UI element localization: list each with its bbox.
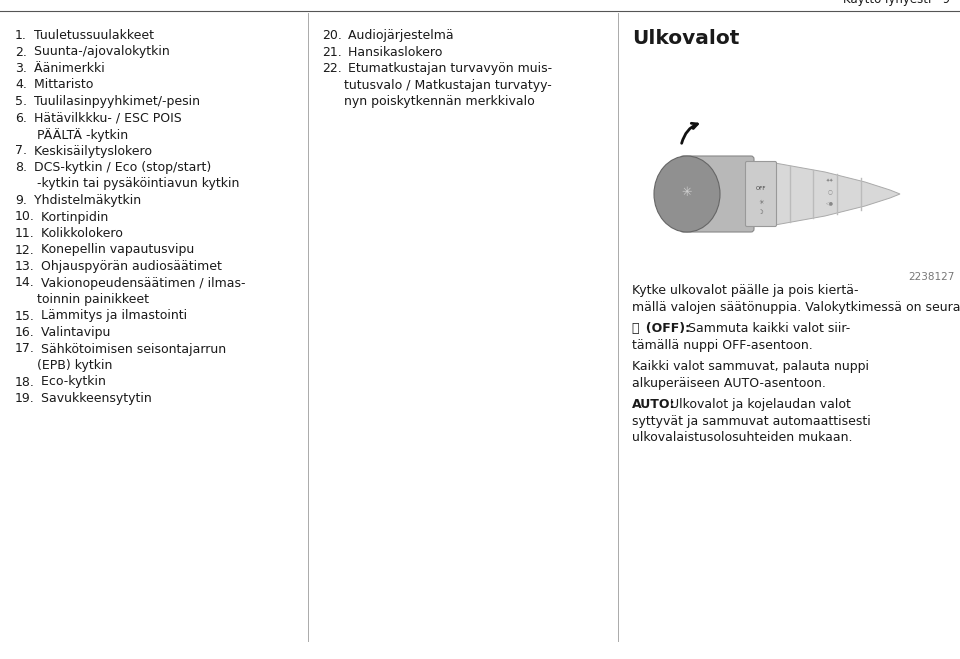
Text: 11.: 11. xyxy=(15,227,35,240)
Text: Mittaristo: Mittaristo xyxy=(31,78,94,92)
Text: PÄÄLTÄ -kytkin: PÄÄLTÄ -kytkin xyxy=(37,128,128,142)
Text: 6.: 6. xyxy=(15,111,27,125)
Text: ☽: ☽ xyxy=(758,210,764,215)
Text: ⏻ (OFF):: ⏻ (OFF): xyxy=(632,322,690,335)
Text: 15.: 15. xyxy=(15,310,35,322)
Text: Kytke ulkovalot päälle ja pois kiertä-: Kytke ulkovalot päälle ja pois kiertä- xyxy=(632,284,858,297)
Text: 5.: 5. xyxy=(15,95,27,108)
FancyBboxPatch shape xyxy=(680,156,754,232)
Text: nyn poiskytkennän merkkivalo: nyn poiskytkennän merkkivalo xyxy=(344,95,535,108)
Text: 8.: 8. xyxy=(15,161,27,174)
Text: 13.: 13. xyxy=(15,260,35,273)
Text: DCS-kytkin / Eco (stop/start): DCS-kytkin / Eco (stop/start) xyxy=(31,161,211,174)
Text: 22.: 22. xyxy=(322,62,342,75)
Text: ☼: ☼ xyxy=(758,200,764,204)
Text: tämällä nuppi OFF-asentoon.: tämällä nuppi OFF-asentoon. xyxy=(632,339,813,351)
Text: Hätävilkkku- / ESC POIS: Hätävilkkku- / ESC POIS xyxy=(31,111,182,125)
Text: Sammuta kaikki valot siir-: Sammuta kaikki valot siir- xyxy=(684,322,851,335)
Text: Savukkeensytytin: Savukkeensytytin xyxy=(36,392,152,405)
Text: syttyvät ja sammuvat automaattisesti: syttyvät ja sammuvat automaattisesti xyxy=(632,415,871,428)
Text: alkuperäiseen AUTO-asentoon.: alkuperäiseen AUTO-asentoon. xyxy=(632,376,826,389)
Text: 10.: 10. xyxy=(15,210,35,223)
Text: Kortinpidin: Kortinpidin xyxy=(36,210,108,223)
Text: 3.: 3. xyxy=(15,62,27,75)
Text: Äänimerkki: Äänimerkki xyxy=(31,62,106,75)
Text: ✦✦: ✦✦ xyxy=(826,179,834,183)
Ellipse shape xyxy=(654,156,720,232)
Text: Konepellin vapautusvipu: Konepellin vapautusvipu xyxy=(36,243,194,256)
Text: Tuuletussuulakkeet: Tuuletussuulakkeet xyxy=(31,29,155,42)
Text: ulkovalaistusolosuhteiden mukaan.: ulkovalaistusolosuhteiden mukaan. xyxy=(632,431,852,444)
Text: 7.: 7. xyxy=(15,144,27,158)
Text: mällä valojen säätönuppia. Valokytkimessä on seuraavat neljä asentoa:: mällä valojen säätönuppia. Valokytkimess… xyxy=(632,301,960,314)
FancyBboxPatch shape xyxy=(746,161,777,227)
Text: Tuulilasinpyyhkimet/-pesin: Tuulilasinpyyhkimet/-pesin xyxy=(31,95,201,108)
Text: Käyttö lyhyesti   9: Käyttö lyhyesti 9 xyxy=(843,0,950,6)
Text: toinnin painikkeet: toinnin painikkeet xyxy=(37,293,149,306)
Text: 14.: 14. xyxy=(15,277,35,289)
Text: Ulkovalot ja kojelaudan valot: Ulkovalot ja kojelaudan valot xyxy=(666,398,851,411)
Text: ○: ○ xyxy=(828,190,832,194)
Text: 12.: 12. xyxy=(15,243,35,256)
Text: 17.: 17. xyxy=(15,343,35,355)
Text: OFF: OFF xyxy=(756,186,766,192)
Text: 18.: 18. xyxy=(15,376,35,389)
Text: 1.: 1. xyxy=(15,29,27,42)
Polygon shape xyxy=(775,163,900,225)
Text: Yhdistelmäkytkin: Yhdistelmäkytkin xyxy=(31,194,141,207)
Text: 21.: 21. xyxy=(322,45,342,59)
Text: 9.: 9. xyxy=(15,194,27,207)
Text: 2.: 2. xyxy=(15,45,27,59)
Text: Ulkovalot: Ulkovalot xyxy=(632,29,739,48)
Text: Vakionopeudensäätimen / ilmas-: Vakionopeudensäätimen / ilmas- xyxy=(36,277,245,289)
Text: Valintavipu: Valintavipu xyxy=(36,326,110,339)
Text: 2238127: 2238127 xyxy=(908,272,955,282)
Text: ✳: ✳ xyxy=(682,185,692,198)
Text: Hansikaslokero: Hansikaslokero xyxy=(344,45,442,59)
Text: Sähkötoimisen seisontajarrun: Sähkötoimisen seisontajarrun xyxy=(36,343,226,355)
Text: Kolikkolokero: Kolikkolokero xyxy=(36,227,123,240)
Text: -kytkin tai pysäköintiavun kytkin: -kytkin tai pysäköintiavun kytkin xyxy=(37,177,239,190)
Text: ◁●: ◁● xyxy=(826,202,834,206)
Text: (EPB) kytkin: (EPB) kytkin xyxy=(37,359,112,372)
Text: tutusvalo / Matkustajan turvatyy-: tutusvalo / Matkustajan turvatyy- xyxy=(344,78,552,92)
Text: 4.: 4. xyxy=(15,78,27,92)
Text: Eco-kytkin: Eco-kytkin xyxy=(36,376,106,389)
Text: AUTO:: AUTO: xyxy=(632,398,676,411)
Text: Keskisäilytyslokero: Keskisäilytyslokero xyxy=(31,144,153,158)
Text: Etumatkustajan turvavyön muis-: Etumatkustajan turvavyön muis- xyxy=(344,62,552,75)
Text: 16.: 16. xyxy=(15,326,35,339)
Text: Suunta-/ajovalokytkin: Suunta-/ajovalokytkin xyxy=(31,45,170,59)
Text: 19.: 19. xyxy=(15,392,35,405)
Text: Ohjauspyörän audiosäätimet: Ohjauspyörän audiosäätimet xyxy=(36,260,222,273)
Text: Kaikki valot sammuvat, palauta nuppi: Kaikki valot sammuvat, palauta nuppi xyxy=(632,360,869,373)
Text: Lämmitys ja ilmastointi: Lämmitys ja ilmastointi xyxy=(36,310,187,322)
Text: Audiojärjestelmä: Audiojärjestelmä xyxy=(344,29,453,42)
Text: 20.: 20. xyxy=(322,29,342,42)
